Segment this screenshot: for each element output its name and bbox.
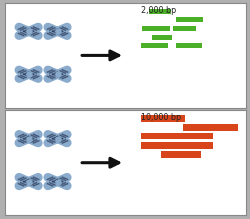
FancyBboxPatch shape bbox=[141, 133, 190, 140]
FancyBboxPatch shape bbox=[178, 133, 213, 140]
FancyBboxPatch shape bbox=[141, 43, 169, 48]
FancyBboxPatch shape bbox=[178, 142, 213, 149]
FancyBboxPatch shape bbox=[149, 9, 171, 14]
FancyBboxPatch shape bbox=[141, 115, 185, 122]
FancyBboxPatch shape bbox=[176, 17, 203, 22]
FancyBboxPatch shape bbox=[173, 26, 196, 31]
FancyBboxPatch shape bbox=[176, 43, 202, 48]
FancyBboxPatch shape bbox=[152, 35, 172, 40]
FancyBboxPatch shape bbox=[142, 26, 170, 31]
FancyBboxPatch shape bbox=[141, 142, 189, 149]
Text: 2,000 bp: 2,000 bp bbox=[141, 6, 176, 15]
Text: 10,000 bp: 10,000 bp bbox=[141, 113, 181, 122]
FancyBboxPatch shape bbox=[183, 124, 238, 131]
FancyBboxPatch shape bbox=[161, 152, 201, 158]
